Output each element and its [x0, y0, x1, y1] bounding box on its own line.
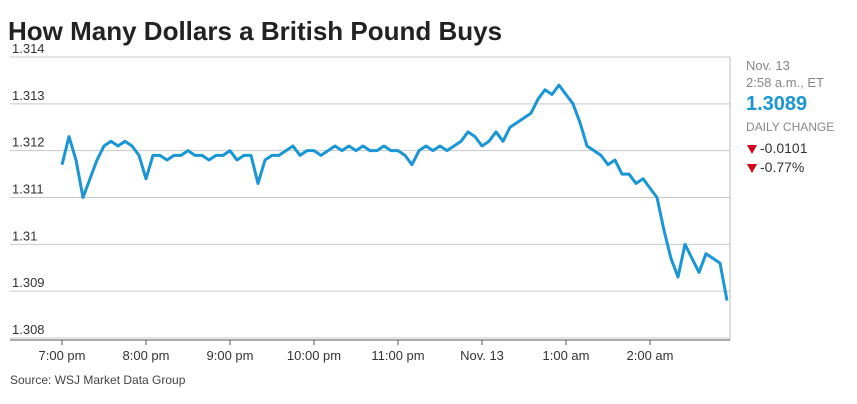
chart-title: How Many Dollars a British Pound Buys	[8, 16, 502, 46]
panel-date: Nov. 13	[746, 58, 790, 73]
panel-time: 2:58 a.m., ET	[746, 75, 824, 90]
price-line	[60, 83, 729, 301]
y-tick-label: 1.308	[12, 322, 45, 337]
x-tick-label: 2:00 am	[627, 348, 674, 363]
panel-change-label: DAILY CHANGE	[746, 120, 834, 134]
down-arrow	[747, 164, 757, 173]
down-arrow	[747, 145, 757, 154]
x-tick-label: 1:00 am	[543, 348, 590, 363]
x-tick-label: 8:00 pm	[123, 348, 170, 363]
x-tick-label: 7:00 pm	[39, 348, 86, 363]
x-tick-label: Nov. 13	[460, 348, 504, 363]
panel-change: -0.0101	[760, 140, 808, 156]
y-tick-label: 1.311	[12, 182, 44, 197]
y-tick-label: 1.309	[12, 275, 45, 290]
x-tick-label: 10:00 pm	[287, 348, 341, 363]
y-tick-label: 1.312	[12, 135, 45, 150]
y-tick-label: 1.31	[12, 228, 37, 243]
panel-last: 1.3089	[746, 93, 807, 115]
source: Source: WSJ Market Data Group	[10, 373, 186, 387]
y-tick-label: 1.314	[12, 41, 45, 56]
x-tick-label: 9:00 pm	[207, 348, 254, 363]
x-tick-label: 11:00 pm	[371, 348, 424, 363]
panel-change-pct: -0.77%	[760, 159, 804, 175]
y-tick-label: 1.313	[12, 88, 45, 103]
